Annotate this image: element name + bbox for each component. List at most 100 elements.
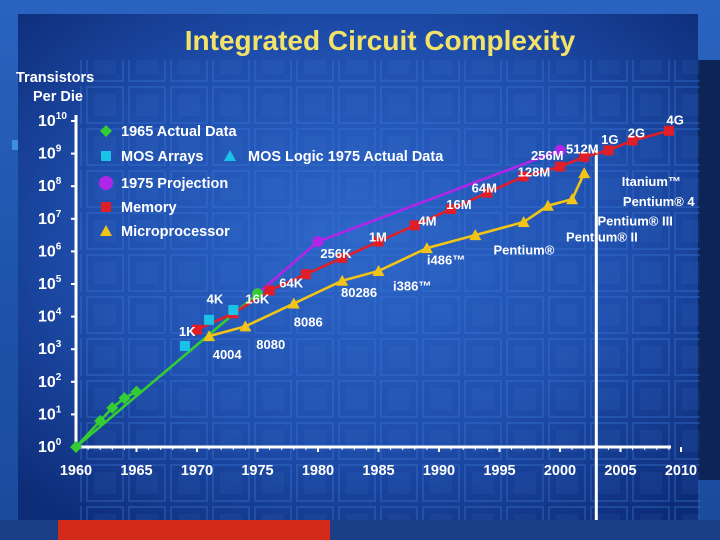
data-label: 1K <box>179 324 196 339</box>
y-tick-label: 106 <box>38 241 62 260</box>
x-tick-label: 1970 <box>181 463 213 479</box>
point-projection1975 <box>312 236 324 248</box>
x-tick-label: 2000 <box>544 463 576 479</box>
y-tick-label: 103 <box>38 339 62 358</box>
point-memory <box>482 187 493 198</box>
legend-label: MOS Arrays <box>121 149 203 165</box>
data-label: 4K <box>207 292 224 307</box>
point-memory <box>627 135 638 146</box>
x-tick-label: 1985 <box>362 463 394 479</box>
x-tick-label: 1995 <box>483 463 515 479</box>
chart-title: Integrated Circuit Complexity <box>185 25 576 56</box>
y-tick-label: 101 <box>38 404 62 423</box>
y-tick-label: 1010 <box>38 111 67 130</box>
data-label: i486™ <box>427 252 465 267</box>
point-mosArrays <box>228 305 239 316</box>
legend-marker <box>101 151 111 161</box>
point-memory <box>192 324 202 335</box>
point-memory <box>264 285 275 296</box>
data-label: Itanium™ <box>622 174 681 189</box>
x-tick-label: 2005 <box>604 463 636 479</box>
data-label: 64M <box>472 181 497 196</box>
legend-label: Microprocessor <box>121 224 230 240</box>
bullet-marker <box>12 140 22 150</box>
point-1975-green <box>252 288 263 300</box>
point-memory <box>579 151 590 162</box>
point-actual1965 <box>106 401 119 414</box>
data-label: 2G <box>628 125 645 140</box>
data-label: 80286 <box>341 285 377 300</box>
point-memory <box>409 220 420 231</box>
point-microprocessor <box>239 320 252 332</box>
point-actual1965 <box>94 414 107 427</box>
bottom-strip-accent <box>58 520 330 540</box>
point-microprocessor <box>566 193 579 205</box>
point-memory <box>373 236 384 247</box>
right-edge-band <box>698 60 720 480</box>
point-microprocessor <box>203 330 216 342</box>
point-memory <box>663 125 674 136</box>
y-tick-label: 104 <box>38 307 62 326</box>
x-tick-label: 1960 <box>60 463 92 479</box>
point-microprocessor <box>578 167 591 179</box>
point-actual1965 <box>118 392 131 405</box>
point-actual1965 <box>70 441 82 453</box>
point-microprocessor <box>469 229 482 241</box>
point-microprocessor <box>420 242 433 254</box>
legend-label: 1975 Projection <box>121 176 228 192</box>
data-label: 64K <box>279 275 303 290</box>
data-label: Pentium® II <box>566 230 638 245</box>
point-microprocessor <box>336 274 349 286</box>
point-microprocessor <box>517 216 530 228</box>
point-microprocessor <box>287 297 300 309</box>
point-mosArrays <box>179 340 190 351</box>
legend-marker <box>100 225 112 236</box>
y-tick-label: 105 <box>38 274 62 293</box>
point-memory <box>555 161 565 172</box>
y-axis-label-line2: Per Die <box>33 89 83 105</box>
axes-layer: 1960 1965 1970 1975 1980 1985 1990 1995 2000 2005… <box>38 111 697 520</box>
y-tick-label: 108 <box>38 176 62 195</box>
y-tick-label: 102 <box>38 372 62 391</box>
data-label: 8080 <box>256 337 285 352</box>
data-label: 4G <box>666 112 683 127</box>
data-label: 16M <box>446 197 471 212</box>
y-tick-label: 100 <box>38 437 62 456</box>
point-memory <box>518 171 529 182</box>
point-mosArrays <box>204 314 215 325</box>
x-tick-label: 1990 <box>423 463 455 479</box>
point-memory <box>337 252 348 263</box>
y-tick-label: 107 <box>38 209 62 228</box>
point-actual1965 <box>130 385 143 398</box>
legend-marker <box>224 150 236 161</box>
point-memory <box>446 204 457 215</box>
x-tick-label: 1980 <box>302 463 334 479</box>
legend: 1965 Actual Data MOS Arrays MOS Logic 1975… <box>99 124 444 240</box>
series-line-projectionLine <box>75 292 259 448</box>
data-label: i386™ <box>393 279 431 294</box>
legend-marker <box>101 202 111 212</box>
data-label: 256M <box>531 148 564 163</box>
data-label: Pentium® 4 <box>623 194 695 209</box>
x-tick-label: 1965 <box>120 463 152 479</box>
point-microprocessor <box>372 264 385 276</box>
legend-marker <box>100 125 112 137</box>
x-tick-label: 2010 <box>665 463 697 479</box>
data-label: 1G <box>601 132 618 147</box>
data-label: 256K <box>320 246 352 261</box>
data-label: 4M <box>418 213 436 228</box>
legend-label: 1965 Actual Data <box>121 124 237 140</box>
series-layer <box>70 125 674 453</box>
data-label: 8086 <box>294 314 323 329</box>
x-tick-label: 1975 <box>241 463 273 479</box>
point-memory <box>603 145 614 156</box>
y-axis-label-line1: Transistors <box>16 70 94 86</box>
legend-label: Memory <box>121 200 177 216</box>
legend-marker <box>99 176 113 190</box>
data-label: Pentium® <box>493 243 554 258</box>
data-label: Pentium® III <box>598 213 673 228</box>
data-label: 16K <box>245 292 269 307</box>
point-memory <box>300 269 311 280</box>
